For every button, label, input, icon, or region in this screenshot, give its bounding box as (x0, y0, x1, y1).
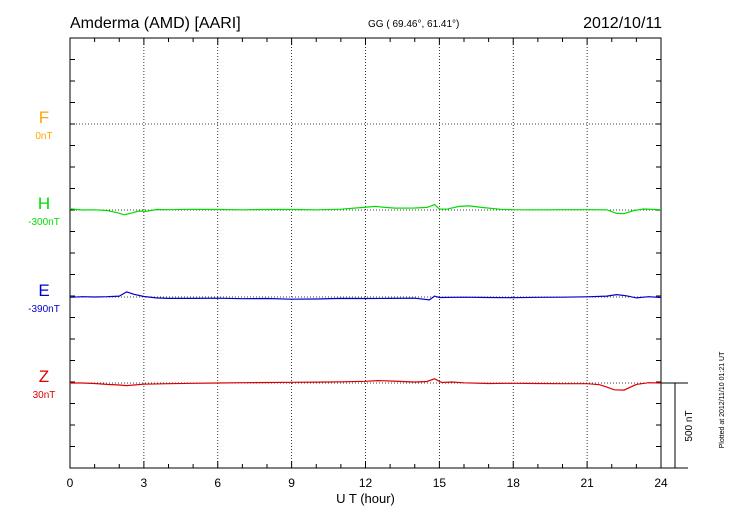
x-tick-label-18: 18 (507, 476, 521, 490)
x-tick-label-0: 0 (67, 476, 74, 490)
series-layer (69, 203, 662, 391)
plotted-timestamp: Plotted at 2012/11/10 01:21 UT (719, 351, 726, 448)
x-tick-label-21: 21 (580, 476, 594, 490)
x-tick-label-15: 15 (433, 476, 447, 490)
x-tick-label-24: 24 (654, 476, 668, 490)
x-tick-label-12: 12 (359, 476, 373, 490)
series-line-E (69, 291, 662, 301)
station-title: Amderma (AMD) [AARI] (70, 15, 241, 32)
x-tick-label-9: 9 (288, 476, 295, 490)
series-name-Z: Z (39, 367, 49, 386)
x-axis-label: U T (hour) (336, 491, 395, 506)
x-tick-label-6: 6 (214, 476, 221, 490)
grid-lines (70, 38, 661, 468)
series-line-Z (70, 378, 662, 391)
series-name-F: F (39, 108, 49, 127)
series-name-E: E (38, 281, 49, 300)
series-line-H (69, 203, 662, 216)
plot-frame (69, 37, 662, 469)
series-offset-Z: 30nT (33, 390, 56, 401)
axis-ticks: 0 3 6 9 12 15 18 21 24 (67, 38, 668, 490)
series-offset-H: -300nT (28, 217, 60, 228)
series-labels: F 0nT H -300nT E -390nT Z 30nT (28, 108, 60, 401)
scale-bar: 500 nT (661, 382, 695, 469)
series-name-H: H (38, 194, 50, 213)
series-offset-E: -390nT (28, 304, 60, 315)
scale-bar-label: 500 nT (684, 410, 695, 441)
x-tick-label-3: 3 (141, 476, 148, 490)
date-label: 2012/10/11 (583, 15, 662, 32)
coordinates-label: GG ( 69.46°, 61.41°) (368, 19, 459, 30)
series-offset-F: 0nT (35, 131, 52, 142)
